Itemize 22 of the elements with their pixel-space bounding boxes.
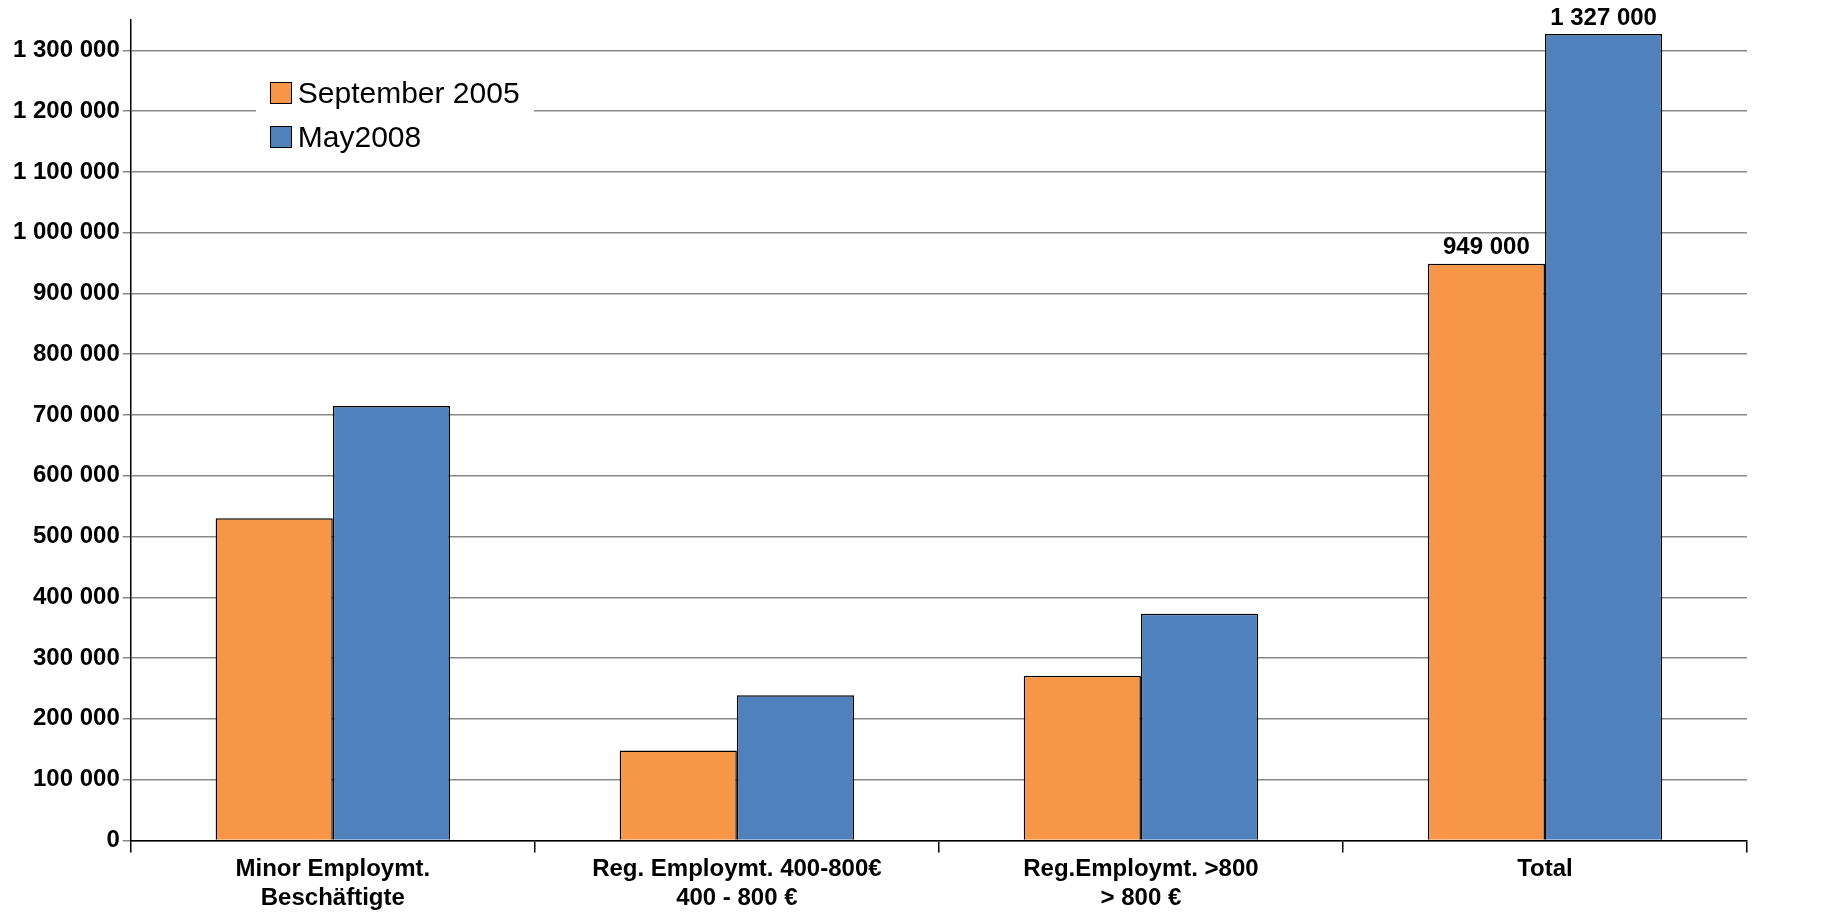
data-label: 949 000 bbox=[1443, 232, 1530, 260]
y-tick-label: 1 200 000 bbox=[12, 95, 120, 123]
y-tick-label: 0 bbox=[106, 825, 120, 853]
y-tick-label: 900 000 bbox=[33, 278, 120, 306]
y-tick-label: 100 000 bbox=[33, 764, 120, 792]
y-tick-label: 700 000 bbox=[33, 399, 120, 427]
y-tick-label: 300 000 bbox=[33, 642, 120, 670]
x-tick-label: Reg. Employmt. 400-800€ 400 - 800 € bbox=[592, 854, 882, 911]
y-tick-label: 800 000 bbox=[33, 338, 120, 366]
x-tick-label: Total bbox=[1517, 854, 1573, 882]
data-label: 1 327 000 bbox=[1550, 2, 1657, 30]
legend-label: May2008 bbox=[297, 120, 422, 154]
y-tick-label: 200 000 bbox=[33, 703, 120, 731]
y-tick-label: 1 100 000 bbox=[12, 156, 120, 184]
y-tick-label: 500 000 bbox=[33, 521, 120, 549]
y-tick-label: 1 300 000 bbox=[12, 35, 120, 63]
x-tick-label: Minor Employmt. Beschäftigte bbox=[235, 854, 431, 911]
legend-label: September 2005 bbox=[297, 76, 520, 110]
y-tick-label: 600 000 bbox=[33, 460, 120, 488]
y-tick-label: 1 000 000 bbox=[12, 217, 120, 245]
y-tick-label: 400 000 bbox=[33, 581, 120, 609]
x-tick-label: Reg.Employmt. >800 > 800 € bbox=[1023, 854, 1259, 911]
